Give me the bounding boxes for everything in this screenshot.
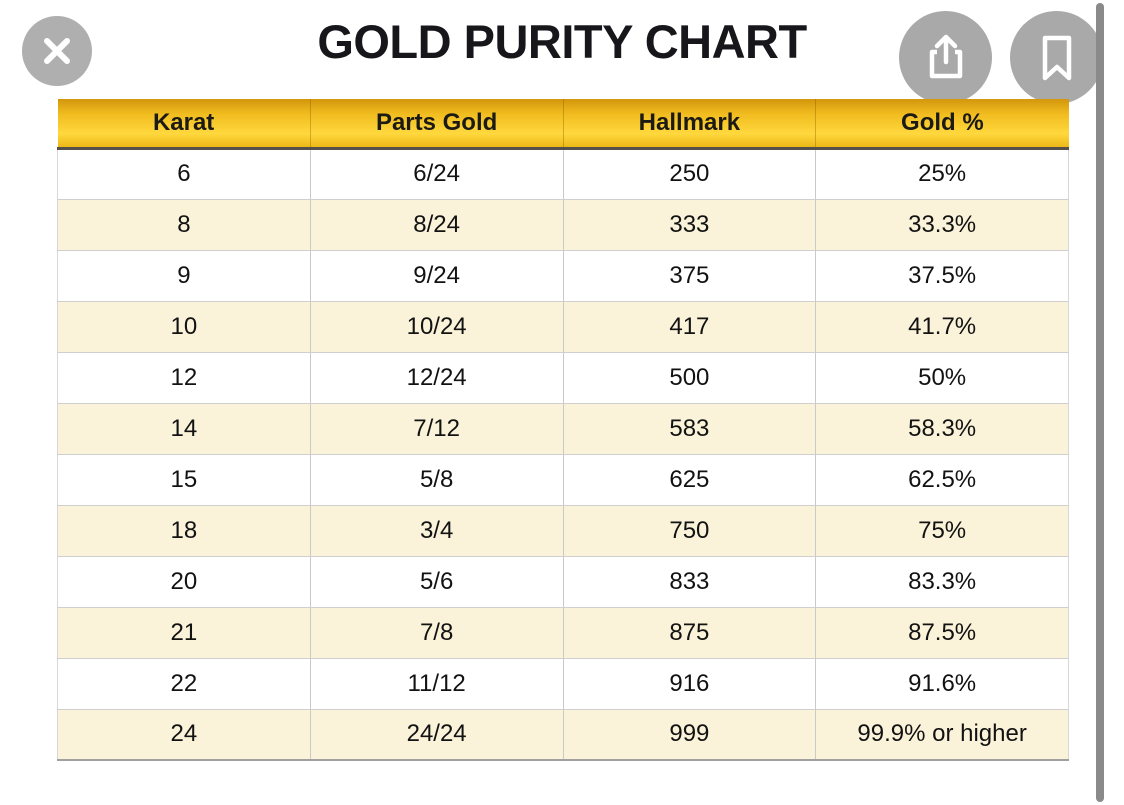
- cell-karat: 9: [57, 250, 311, 302]
- cell-parts-gold: 3/4: [310, 505, 564, 557]
- table-row: 18 3/4 750 75%: [57, 505, 1069, 557]
- cell-gold-percent: 33.3%: [815, 199, 1069, 251]
- cell-parts-gold: 7/12: [310, 403, 564, 455]
- table-row: 9 9/24 375 37.5%: [57, 250, 1069, 302]
- table-row: 15 5/8 625 62.5%: [57, 454, 1069, 506]
- column-header-hallmark: Hallmark: [563, 99, 817, 150]
- cell-gold-percent: 41.7%: [815, 301, 1069, 353]
- cell-karat: 10: [57, 301, 311, 353]
- column-header-karat: Karat: [57, 99, 311, 150]
- table-body: 6 6/24 250 25% 8 8/24 333 33.3% 9 9/24 375 37.5% 10 1…: [57, 148, 1069, 761]
- cell-karat: 21: [57, 607, 311, 659]
- column-header-parts-gold: Parts Gold: [310, 99, 564, 150]
- cell-karat: 20: [57, 556, 311, 608]
- page-title: GOLD PURITY CHART: [317, 15, 807, 68]
- bookmark-button[interactable]: [1010, 11, 1103, 104]
- table-row: 8 8/24 333 33.3%: [57, 199, 1069, 251]
- cell-hallmark: 916: [563, 658, 817, 710]
- share-button[interactable]: [899, 11, 992, 104]
- cell-hallmark: 375: [563, 250, 817, 302]
- cell-hallmark: 333: [563, 199, 817, 251]
- cell-karat: 18: [57, 505, 311, 557]
- cell-gold-percent: 91.6%: [815, 658, 1069, 710]
- header-row: Karat Parts Gold Hallmark Gold %: [57, 99, 1069, 150]
- cell-parts-gold: 12/24: [310, 352, 564, 404]
- cell-karat: 6: [57, 148, 311, 200]
- cell-karat: 14: [57, 403, 311, 455]
- close-icon: [39, 33, 75, 69]
- cell-parts-gold: 7/8: [310, 607, 564, 659]
- cell-gold-percent: 75%: [815, 505, 1069, 557]
- cell-hallmark: 583: [563, 403, 817, 455]
- cell-hallmark: 417: [563, 301, 817, 353]
- share-icon: [922, 32, 970, 84]
- vertical-scrollbar[interactable]: [1096, 3, 1104, 802]
- cell-gold-percent: 37.5%: [815, 250, 1069, 302]
- cell-hallmark: 999: [563, 709, 817, 761]
- table-row: 20 5/6 833 83.3%: [57, 556, 1069, 608]
- close-button[interactable]: [22, 16, 92, 86]
- table-row: 10 10/24 417 41.7%: [57, 301, 1069, 353]
- cell-gold-percent: 87.5%: [815, 607, 1069, 659]
- cell-gold-percent: 83.3%: [815, 556, 1069, 608]
- cell-hallmark: 875: [563, 607, 817, 659]
- cell-gold-percent: 50%: [815, 352, 1069, 404]
- cell-gold-percent: 62.5%: [815, 454, 1069, 506]
- cell-hallmark: 250: [563, 148, 817, 200]
- cell-parts-gold: 9/24: [310, 250, 564, 302]
- table-row: 12 12/24 500 50%: [57, 352, 1069, 404]
- bookmark-icon: [1037, 34, 1077, 82]
- table-row: 14 7/12 583 58.3%: [57, 403, 1069, 455]
- cell-parts-gold: 6/24: [310, 148, 564, 200]
- cell-hallmark: 833: [563, 556, 817, 608]
- table-row: 24 24/24 999 99.9% or higher: [57, 709, 1069, 761]
- cell-karat: 8: [57, 199, 311, 251]
- cell-parts-gold: 10/24: [310, 301, 564, 353]
- gold-purity-table: Karat Parts Gold Hallmark Gold % 6 6/24 25…: [57, 99, 1069, 761]
- table-row: 6 6/24 250 25%: [57, 148, 1069, 200]
- table-header: Karat Parts Gold Hallmark Gold %: [57, 99, 1069, 150]
- cell-gold-percent: 99.9% or higher: [815, 709, 1069, 761]
- cell-parts-gold: 24/24: [310, 709, 564, 761]
- cell-gold-percent: 58.3%: [815, 403, 1069, 455]
- cell-parts-gold: 5/8: [310, 454, 564, 506]
- cell-hallmark: 500: [563, 352, 817, 404]
- cell-hallmark: 625: [563, 454, 817, 506]
- table-row: 21 7/8 875 87.5%: [57, 607, 1069, 659]
- column-header-gold-percent: Gold %: [815, 99, 1069, 150]
- table-row: 22 11/12 916 91.6%: [57, 658, 1069, 710]
- cell-karat: 22: [57, 658, 311, 710]
- cell-parts-gold: 5/6: [310, 556, 564, 608]
- cell-hallmark: 750: [563, 505, 817, 557]
- cell-gold-percent: 25%: [815, 148, 1069, 200]
- cell-karat: 15: [57, 454, 311, 506]
- cell-karat: 12: [57, 352, 311, 404]
- cell-karat: 24: [57, 709, 311, 761]
- cell-parts-gold: 11/12: [310, 658, 564, 710]
- cell-parts-gold: 8/24: [310, 199, 564, 251]
